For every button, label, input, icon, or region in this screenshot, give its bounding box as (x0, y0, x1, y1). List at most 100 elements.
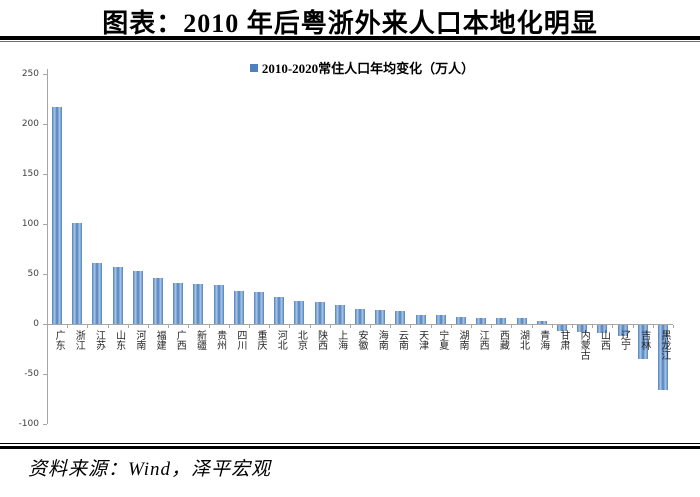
x-axis-tick (188, 325, 190, 328)
x-axis-tick (551, 325, 553, 328)
y-axis-tick (43, 274, 47, 275)
x-axis-line (47, 324, 673, 325)
category-label: 贵州 (214, 330, 226, 350)
legend-marker-icon (249, 63, 258, 72)
category-label: 河北 (275, 330, 287, 350)
bar (435, 315, 446, 324)
category-label: 山西 (598, 330, 610, 350)
category-label: 江西 (477, 330, 489, 350)
y-tick-label: -50 (24, 369, 39, 379)
category-label: 海南 (376, 330, 388, 350)
x-axis-tick (491, 325, 493, 328)
y-tick-label: 100 (21, 219, 39, 229)
y-axis-tick (43, 124, 47, 125)
bar (455, 317, 466, 324)
bar (254, 292, 265, 324)
title-divider-thin-line (0, 41, 700, 42)
category-label: 湖北 (517, 330, 529, 350)
bar (112, 267, 123, 324)
category-label: 甘肃 (557, 330, 569, 350)
category-label: 宁夏 (436, 330, 448, 350)
x-axis-tick (289, 325, 291, 328)
bar (556, 325, 567, 331)
source-text: 资料来源：Wind，泽平宏观 (28, 459, 272, 480)
category-label: 天津 (416, 330, 428, 350)
category-label: 云南 (396, 330, 408, 350)
y-axis-tick (43, 424, 47, 425)
x-axis-tick (592, 325, 594, 328)
x-axis-tick (471, 325, 473, 328)
category-label: 江苏 (93, 330, 105, 350)
x-axis-tick (632, 325, 634, 328)
y-axis-tick (43, 224, 47, 225)
x-axis-tick (87, 325, 89, 328)
category-label: 广西 (174, 330, 186, 350)
x-axis-tick (410, 325, 412, 328)
x-axis-tick (329, 325, 331, 328)
x-axis-tick (269, 325, 271, 328)
bar (132, 271, 143, 324)
bar (657, 325, 668, 390)
x-axis-tick (450, 325, 452, 328)
y-tick-label: 250 (21, 69, 39, 79)
source-divider (0, 443, 700, 449)
bar (536, 321, 547, 324)
bar (415, 315, 426, 324)
x-axis-tick (67, 325, 69, 328)
bar (375, 310, 386, 324)
x-axis-tick (248, 325, 250, 328)
x-axis-tick (572, 325, 574, 328)
y-axis-tick (43, 74, 47, 75)
category-label: 黑龙江 (658, 330, 670, 360)
x-axis-tick (309, 325, 311, 328)
y-axis-tick (43, 374, 47, 375)
bar (92, 263, 103, 324)
category-label: 安徽 (356, 330, 367, 350)
bar (476, 318, 487, 324)
bar (52, 107, 63, 324)
bar (193, 284, 204, 324)
bar (213, 285, 224, 324)
bar (153, 278, 164, 324)
legend-label: 2010-2020常住人口年均变化（万人） (261, 61, 475, 76)
y-tick-label: 150 (21, 169, 39, 179)
title-divider-thick-line (0, 36, 700, 40)
x-axis-tick (390, 325, 392, 328)
category-label: 西藏 (497, 330, 509, 350)
category-label: 辽宁 (618, 330, 630, 350)
bar (577, 325, 588, 332)
category-label: 北京 (295, 330, 307, 350)
category-label: 陕西 (315, 330, 327, 350)
category-label: 内蒙古 (578, 330, 590, 360)
category-label: 山东 (113, 330, 125, 350)
bar (516, 318, 527, 324)
y-axis-line (47, 69, 48, 424)
x-axis-tick (168, 325, 170, 328)
x-axis-tick (107, 325, 109, 328)
category-label: 上海 (335, 330, 347, 350)
bar (294, 301, 305, 324)
category-label: 福建 (154, 330, 166, 350)
title-divider (0, 36, 700, 42)
category-label: 四川 (234, 330, 246, 350)
y-tick-label: 50 (27, 269, 39, 279)
bar (597, 325, 608, 333)
bar (233, 291, 244, 324)
source-divider-thick-line (0, 446, 700, 449)
x-axis-tick (228, 325, 230, 328)
x-axis-tick (673, 325, 674, 328)
category-label: 吉林 (638, 330, 650, 350)
bar (637, 325, 648, 359)
bar (334, 305, 345, 324)
category-label: 河南 (133, 330, 145, 350)
y-tick-label: 200 (21, 119, 39, 129)
x-axis-tick (127, 325, 129, 328)
bar (395, 311, 406, 324)
category-label: 湖南 (456, 330, 468, 350)
bar (173, 283, 184, 324)
x-axis-tick (349, 325, 351, 328)
x-axis-tick (612, 325, 614, 328)
x-axis-tick (511, 325, 513, 328)
